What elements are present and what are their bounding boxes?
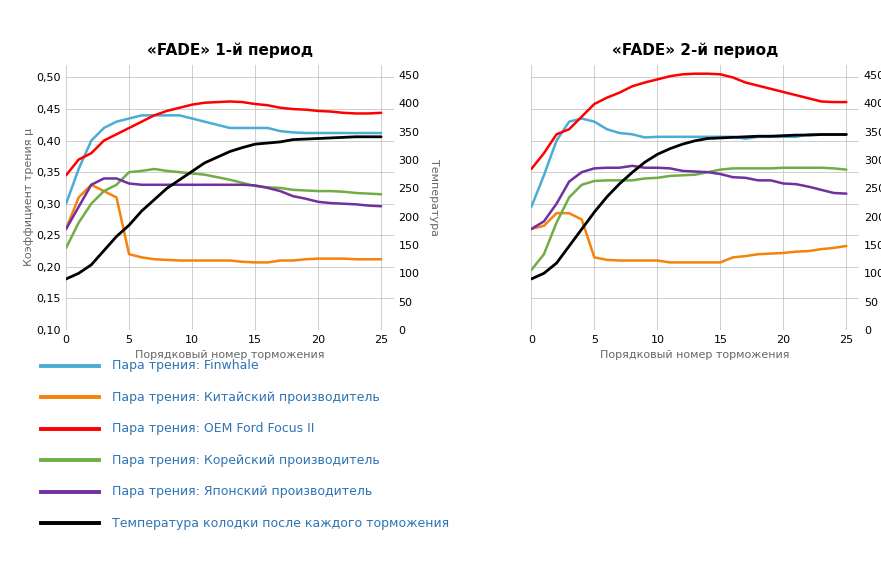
- Text: Температура колодки после каждого торможения: Температура колодки после каждого тормож…: [112, 517, 449, 530]
- Y-axis label: Температура: Температура: [429, 159, 439, 236]
- Text: Пара трения: Японский производитель: Пара трения: Японский производитель: [112, 485, 372, 499]
- Title: «FADE» 2-й период: «FADE» 2-й период: [612, 43, 778, 58]
- Text: Пара трения: Корейский производитель: Пара трения: Корейский производитель: [112, 454, 380, 467]
- X-axis label: Порядковый номер торможения: Порядковый номер торможения: [135, 350, 324, 360]
- Y-axis label: Коэффициент трения µ: Коэффициент трения µ: [24, 129, 33, 266]
- Text: Пара трения: Китайский производитель: Пара трения: Китайский производитель: [112, 391, 380, 404]
- X-axis label: Порядковый номер торможения: Порядковый номер торможения: [601, 350, 790, 360]
- Text: Пара трения: Finwhale: Пара трения: Finwhale: [112, 359, 258, 372]
- Text: Пара трения: OEM Ford Focus II: Пара трения: OEM Ford Focus II: [112, 422, 315, 435]
- Title: «FADE» 1-й период: «FADE» 1-й период: [147, 43, 313, 58]
